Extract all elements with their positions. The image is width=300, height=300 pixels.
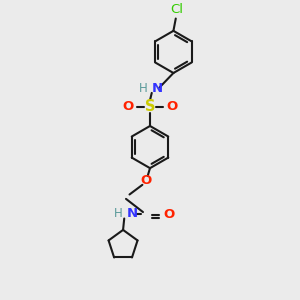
Text: O: O: [122, 100, 134, 113]
Text: O: O: [141, 174, 152, 187]
Text: H: H: [114, 207, 122, 220]
Text: H: H: [139, 82, 148, 95]
Text: S: S: [145, 99, 155, 114]
Text: N: N: [127, 207, 138, 220]
Text: Cl: Cl: [170, 3, 183, 16]
Text: N: N: [152, 82, 163, 95]
Text: O: O: [164, 208, 175, 221]
Text: O: O: [167, 100, 178, 113]
